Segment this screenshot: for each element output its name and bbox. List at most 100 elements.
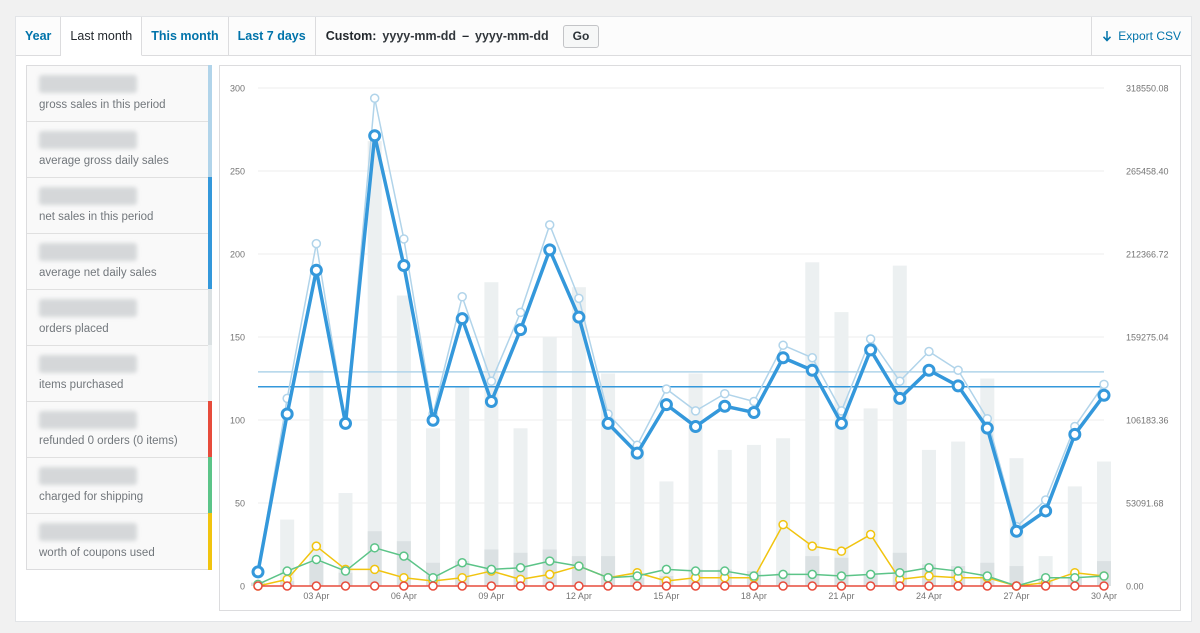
- stat-gross-sales[interactable]: gross sales in this period: [27, 65, 212, 122]
- refunds-point: [369, 581, 380, 591]
- date-from-input[interactable]: yyyy-mm-dd: [382, 29, 457, 43]
- net-point: [718, 399, 732, 413]
- blurred-value: [39, 187, 137, 205]
- orders-bar-mark: [338, 572, 353, 586]
- date-to-input[interactable]: yyyy-mm-dd: [475, 29, 549, 43]
- stat-coupons[interactable]: worth of coupons used: [27, 513, 212, 570]
- items-bar-mark: [455, 386, 470, 586]
- y-right-tick-label: 265458.40: [1126, 167, 1169, 177]
- x-tick-label: 18 Apr: [741, 591, 767, 601]
- coupons-point: [924, 571, 934, 581]
- legend-color-bar: [208, 177, 212, 234]
- items-bar-mark: [1067, 486, 1082, 586]
- refunds-point: [282, 581, 292, 591]
- stat-label: gross sales in this period: [39, 99, 166, 111]
- stat-shipping[interactable]: charged for shipping: [27, 457, 212, 514]
- stat-avg-gross[interactable]: average gross daily sales: [27, 121, 212, 178]
- legend-color-bar: [208, 345, 212, 402]
- net-point: [280, 407, 294, 421]
- tab-last-month[interactable]: Last month: [61, 17, 143, 56]
- tab-this-month[interactable]: This month: [142, 17, 229, 55]
- y-right-tick-label: 53091.68: [1126, 499, 1164, 509]
- refunds-point: [836, 581, 847, 591]
- shipping-point: [1040, 572, 1051, 583]
- shipping-point: [836, 571, 847, 581]
- refunds-point: [661, 581, 672, 591]
- y-right-tick-label: 212366.72: [1126, 250, 1169, 260]
- shipping-point: [690, 566, 701, 576]
- refunds-point: [1070, 581, 1080, 591]
- stat-avg-net[interactable]: average net daily sales: [27, 233, 212, 290]
- stat-label: net sales in this period: [39, 211, 154, 223]
- shipping-point: [428, 572, 438, 583]
- y-left-tick-label: 100: [230, 416, 245, 426]
- stat-items[interactable]: items purchased: [27, 345, 212, 402]
- items-bar-mark: [396, 295, 411, 586]
- shipping-point: [544, 556, 555, 566]
- net-point: [747, 405, 761, 419]
- stat-label: average net daily sales: [39, 267, 157, 279]
- shipping-series-line: [257, 547, 1105, 587]
- refunds-point: [428, 581, 438, 591]
- coupons-point: [865, 529, 876, 540]
- net-point: [543, 243, 557, 257]
- y-left-tick-label: 50: [235, 499, 245, 509]
- shipping-point: [982, 571, 993, 581]
- shipping-point: [749, 571, 759, 581]
- refunds-point: [486, 581, 497, 591]
- tab-year[interactable]: Year: [16, 17, 62, 55]
- stat-refunds[interactable]: refunded 0 orders (0 items): [27, 401, 212, 458]
- net-point: [922, 363, 936, 377]
- gross-point: [924, 346, 934, 357]
- go-button[interactable]: Go: [562, 24, 600, 48]
- custom-range: Custom: yyyy-mm-dd – yyyy-mm-dd Go: [316, 17, 600, 55]
- stat-label: average gross daily sales: [39, 155, 169, 167]
- x-tick-label: 27 Apr: [1003, 591, 1029, 601]
- stat-label: worth of coupons used: [39, 547, 155, 559]
- shipping-point: [661, 564, 672, 575]
- shipping-point: [515, 562, 526, 573]
- shipping-point: [399, 551, 409, 561]
- items-bar-mark: [426, 428, 441, 586]
- orders-bar-mark: [367, 531, 382, 586]
- x-tick-label: 12 Apr: [566, 591, 592, 601]
- orders-bar-mark: [542, 549, 557, 586]
- blurred-value: [39, 299, 137, 317]
- stat-orders[interactable]: orders placed: [27, 289, 212, 346]
- gross-point: [311, 238, 322, 249]
- tab-last-7-days[interactable]: Last 7 days: [229, 17, 316, 55]
- refunds-point: [1011, 581, 1022, 591]
- sales-chart: 0 50 100 150 200 250 300 0.00 53091.68 106183.36 1…: [219, 65, 1181, 611]
- blurred-value: [39, 467, 137, 485]
- gross-point: [690, 406, 701, 416]
- refunds-point: [807, 581, 818, 591]
- orders-bar-mark: [863, 574, 878, 586]
- shipping-point: [1070, 572, 1080, 583]
- refunds-point: [778, 581, 788, 591]
- net-series-line: [256, 134, 1106, 573]
- coupons-point: [457, 572, 467, 583]
- y-right-tick-label: 106183.36: [1126, 416, 1169, 426]
- refunds-point: [253, 581, 263, 591]
- x-tick-label: 15 Apr: [653, 591, 679, 601]
- gross-point: [778, 340, 788, 350]
- coupons-point: [311, 541, 322, 551]
- y-left-tick-label: 0: [240, 582, 245, 592]
- export-csv-button[interactable]: Export CSV: [1091, 17, 1191, 55]
- net-point: [630, 446, 644, 460]
- shipping-point: [369, 543, 380, 553]
- stat-net-sales[interactable]: net sales in this period: [27, 177, 212, 234]
- net-point: [776, 351, 790, 365]
- net-point: [426, 413, 440, 427]
- shipping-point: [895, 567, 905, 578]
- refunds-point: [865, 581, 876, 591]
- coupons-point: [544, 569, 555, 580]
- coupons-point: [778, 519, 788, 530]
- refunds-point: [632, 581, 642, 591]
- gross-point: [574, 293, 584, 304]
- legend-color-bar: [208, 289, 212, 346]
- items-bar-mark: [630, 444, 645, 586]
- net-point: [893, 391, 907, 405]
- items-bar-mark: [688, 373, 703, 586]
- items-bar-mark: [484, 282, 499, 586]
